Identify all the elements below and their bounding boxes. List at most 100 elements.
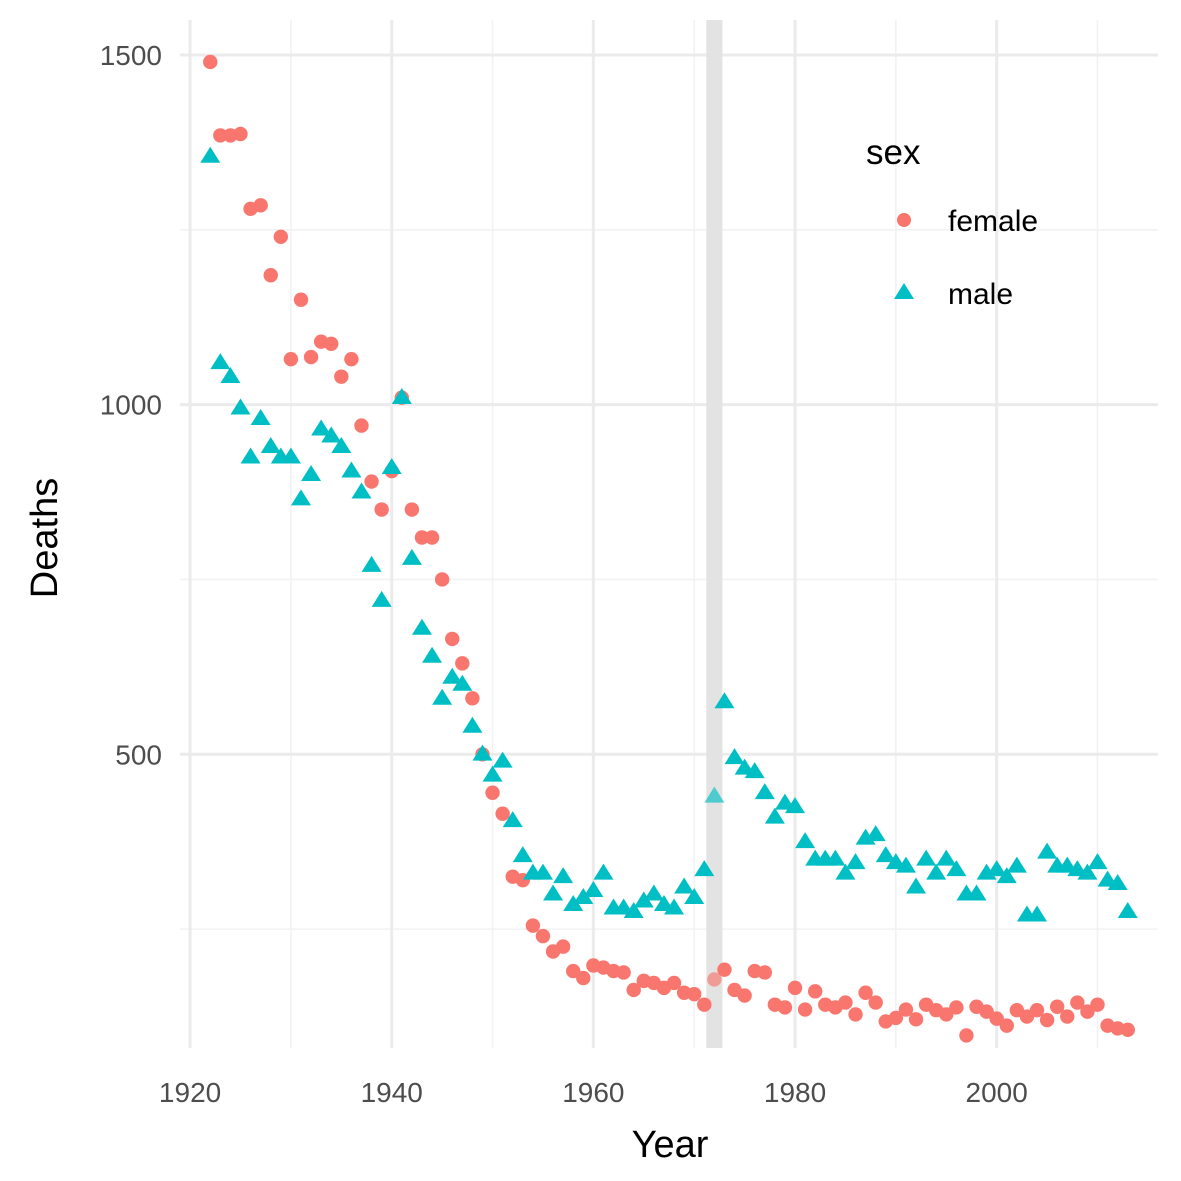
- male-data-point: [240, 447, 261, 464]
- female-data-point: [1049, 999, 1065, 1014]
- male-data-point: [442, 667, 463, 684]
- x-tick-label: 2000: [966, 1077, 1028, 1108]
- female-data-point: [848, 1007, 863, 1022]
- male-data-point: [482, 765, 503, 782]
- female-data-point: [888, 1010, 904, 1026]
- female-data-point: [626, 982, 641, 998]
- male-data-point: [936, 849, 957, 866]
- female-data-point: [273, 229, 289, 244]
- male-data-point: [230, 398, 251, 415]
- female-data-point: [858, 985, 873, 1000]
- male-data-point: [694, 860, 715, 877]
- female-data-point: [253, 198, 268, 213]
- male-data-point: [764, 807, 785, 824]
- male-data-point: [1107, 874, 1128, 891]
- male-data-point: [1006, 856, 1027, 873]
- male-data-point: [643, 884, 664, 901]
- female-data-point: [233, 126, 248, 142]
- male-data-point: [583, 881, 604, 898]
- female-data-point: [404, 502, 420, 517]
- female-data-point: [999, 1018, 1014, 1033]
- male-data-point: [825, 849, 846, 866]
- male-data-point: [704, 786, 725, 803]
- y-tick-label: 1000: [100, 390, 162, 421]
- female-data-point: [374, 502, 389, 517]
- legend: sex female male: [866, 133, 1038, 311]
- female-data-point: [666, 975, 682, 991]
- female-data-point: [424, 530, 440, 545]
- female-data-point: [576, 970, 591, 986]
- male-data-point: [331, 436, 352, 453]
- male-data-point: [401, 548, 422, 565]
- x-tick-label: 1980: [764, 1077, 826, 1108]
- female-data-point: [949, 1000, 964, 1015]
- male-data-point: [684, 888, 705, 905]
- male-data-point: [835, 863, 856, 880]
- male-data-point: [906, 877, 927, 894]
- x-axis-title: Year: [632, 1124, 709, 1166]
- x-tick-label: 1960: [562, 1077, 624, 1108]
- male-data-point: [623, 902, 644, 919]
- female-data-point: [697, 997, 712, 1012]
- female-data-point: [717, 962, 732, 977]
- female-data-point: [989, 1011, 1004, 1026]
- male-data-point: [714, 692, 735, 709]
- male-data-point: [280, 447, 301, 464]
- female-data-point: [263, 268, 278, 283]
- female-data-point: [1090, 997, 1105, 1012]
- female-data-point: [344, 351, 359, 367]
- male-data-point: [633, 891, 654, 908]
- male-data-point: [946, 860, 967, 877]
- male-data-point: [472, 744, 493, 761]
- male-data-point: [422, 646, 443, 663]
- female-data-point: [939, 1007, 954, 1022]
- male-data-point: [916, 849, 937, 866]
- female-data-point: [334, 369, 349, 384]
- female-data-point: [1060, 1009, 1075, 1024]
- male-data-point: [966, 884, 987, 901]
- female-data-point: [566, 963, 581, 979]
- legend-label-male: male: [948, 278, 1013, 311]
- female-data-point: [908, 1012, 924, 1027]
- y-tick-label: 1500: [100, 40, 162, 71]
- female-data-point: [364, 474, 379, 489]
- female-data-point: [525, 918, 541, 933]
- male-data-point: [573, 888, 594, 905]
- female-data-point: [303, 349, 319, 365]
- male-data-point: [411, 618, 432, 635]
- female-data-point: [354, 418, 369, 433]
- female-data-point: [616, 965, 631, 980]
- male-data-point: [452, 674, 473, 691]
- female-data-point: [979, 1004, 994, 1019]
- female-series: [203, 54, 1135, 1043]
- female-data-point: [414, 530, 430, 545]
- female-data-point: [293, 292, 309, 307]
- female-data-point: [687, 986, 702, 1002]
- male-data-point: [865, 825, 886, 842]
- female-data-point: [959, 1028, 974, 1043]
- highlight-band-layer: [706, 20, 723, 1048]
- male-data-point: [674, 877, 695, 894]
- female-data-point: [535, 928, 551, 944]
- female-data-point: [203, 54, 218, 70]
- female-data-point: [868, 995, 883, 1010]
- male-data-point: [391, 388, 412, 405]
- male-data-point: [260, 436, 281, 453]
- male-data-point: [502, 811, 523, 828]
- female-data-point: [324, 336, 339, 351]
- male-data-point: [311, 419, 332, 436]
- male-data-point: [361, 555, 382, 572]
- male-data-point: [543, 884, 564, 901]
- male-data-point: [1077, 863, 1098, 880]
- female-data-point: [707, 972, 722, 987]
- male-data-point: [1037, 842, 1058, 859]
- legend-title: sex: [866, 133, 921, 172]
- male-data-point: [532, 863, 553, 880]
- male-data-point: [785, 797, 806, 814]
- female-data-point: [807, 984, 823, 999]
- female-data-point: [757, 965, 772, 980]
- female-data-point: [838, 995, 853, 1010]
- female-data-point: [1029, 1003, 1045, 1018]
- male-data-point: [371, 590, 392, 607]
